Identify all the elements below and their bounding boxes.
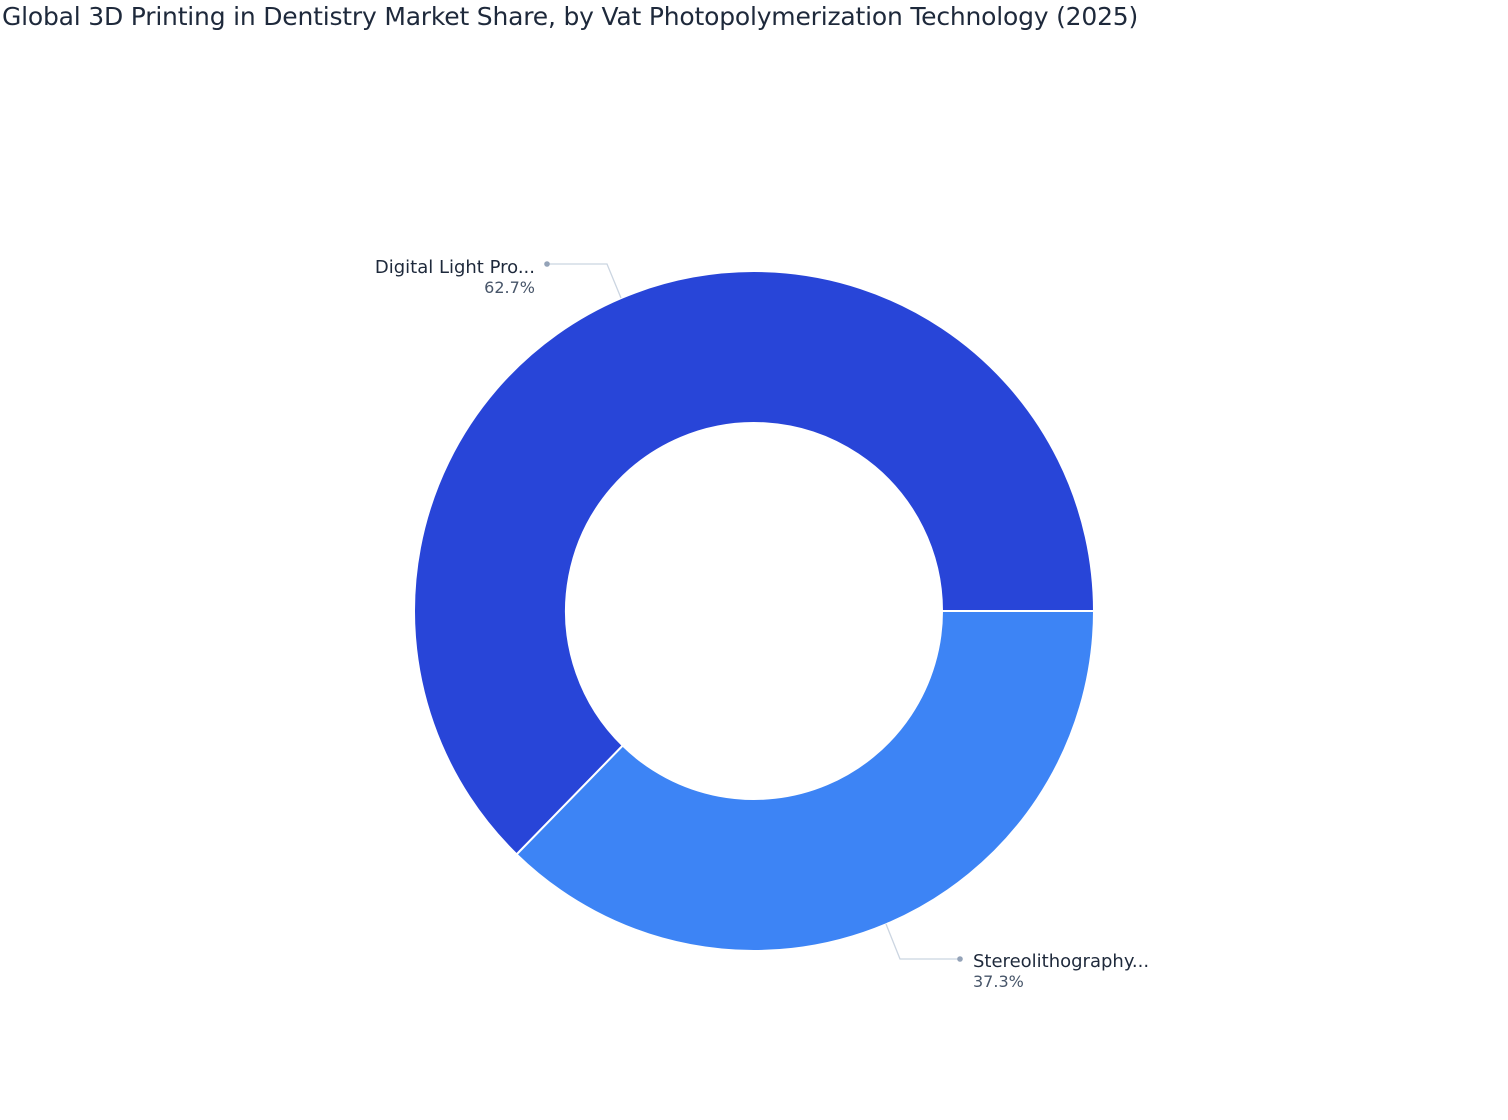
slice-label-dlp: Digital Light Pro... (375, 257, 535, 278)
leader-line-dlp (548, 263, 622, 299)
label-dlp: Digital Light Pro... 62.7% (375, 257, 622, 299)
slice-label-sla: Stereolithography... (973, 951, 1149, 972)
donut-slices (413, 270, 1096, 952)
leader-dot-sla (957, 956, 963, 962)
leader-line-sla (885, 923, 958, 960)
slice-value-sla: 37.3% (973, 972, 1024, 991)
chart-title: Global 3D Printing in Dentistry Market S… (2, 2, 1139, 31)
slice-dlp[interactable] (413, 270, 1096, 856)
slice-value-dlp: 62.7% (484, 278, 535, 297)
leader-dot-dlp (544, 261, 550, 267)
slice-sla[interactable] (515, 610, 1096, 952)
label-sla: Stereolithography... 37.3% (885, 923, 1149, 991)
